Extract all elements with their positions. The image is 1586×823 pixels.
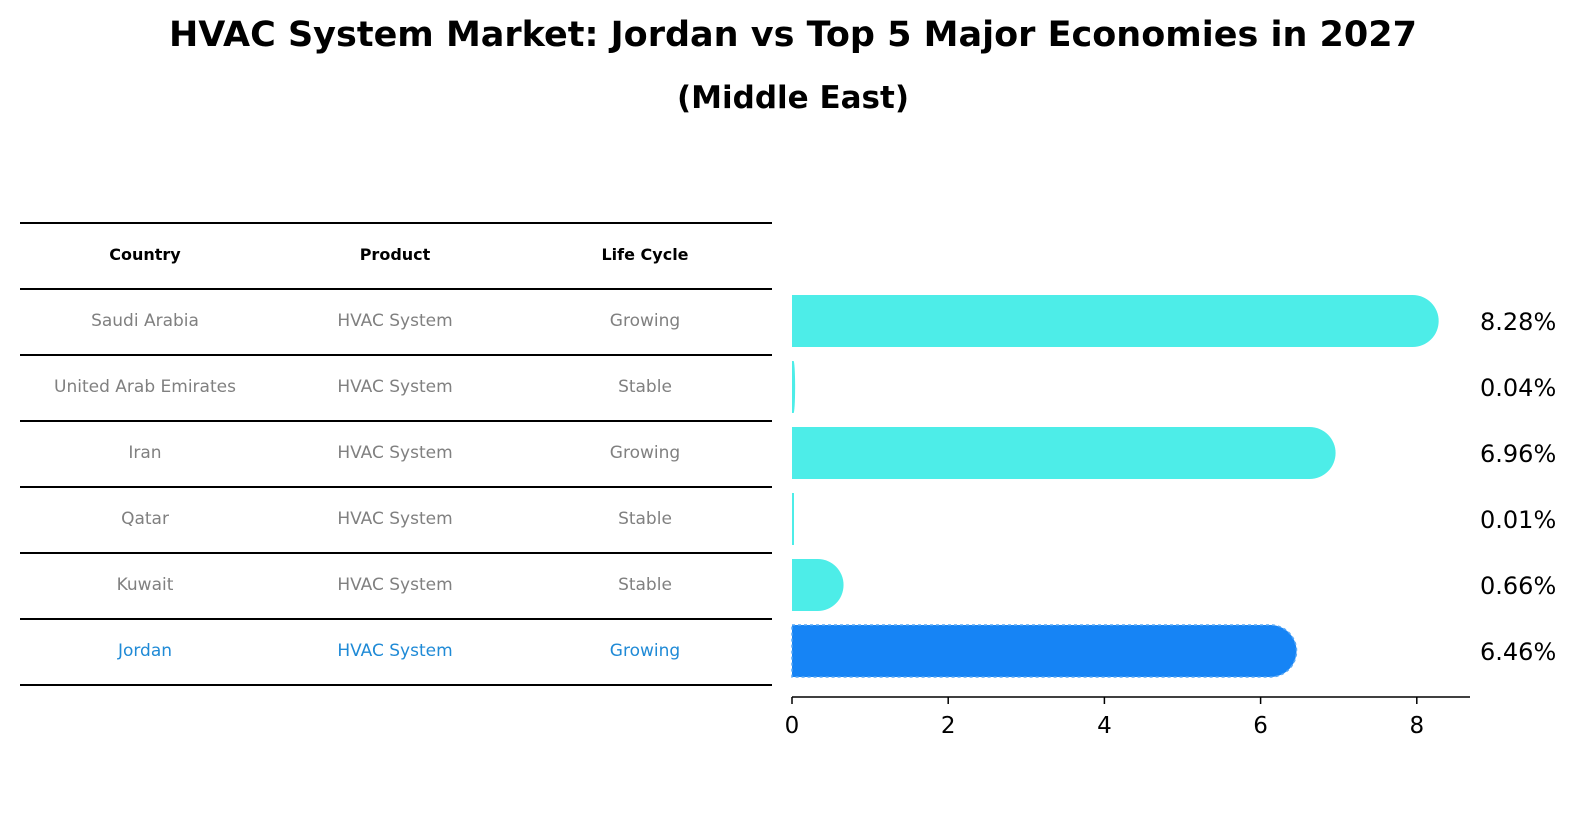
cell-country: Kuwait bbox=[116, 575, 174, 595]
cell-country: Iran bbox=[128, 443, 162, 463]
table-row-highlighted: Jordan HVAC System Growing bbox=[20, 618, 772, 684]
cell-life-cycle: Growing bbox=[609, 311, 681, 331]
table-rule bbox=[20, 354, 772, 356]
x-tick-label: 0 bbox=[785, 713, 800, 739]
x-tick-label: 4 bbox=[1097, 713, 1112, 739]
cell-product: HVAC System bbox=[337, 377, 453, 397]
table-row: Kuwait HVAC System Stable bbox=[20, 552, 772, 618]
data-label: 0.04% bbox=[1480, 374, 1556, 402]
cell-life-cycle: Stable bbox=[618, 377, 672, 397]
cell-life-cycle: Stable bbox=[618, 575, 672, 595]
table-row: United Arab Emirates HVAC System Stable bbox=[20, 354, 772, 420]
cell-country: Saudi Arabia bbox=[91, 311, 199, 331]
cell-country: Qatar bbox=[121, 509, 169, 529]
table-rule bbox=[20, 618, 772, 620]
data-label: 0.01% bbox=[1480, 506, 1556, 534]
cell-country: Jordan bbox=[117, 641, 173, 661]
bar-jordan bbox=[791, 624, 1298, 678]
cell-product: HVAC System bbox=[337, 641, 453, 661]
table-row: Iran HVAC System Growing bbox=[20, 420, 772, 486]
table-row: Qatar HVAC System Stable bbox=[20, 486, 772, 552]
cell-country: United Arab Emirates bbox=[54, 377, 236, 397]
bar-saudi-arabia bbox=[792, 295, 1439, 347]
data-label: 8.28% bbox=[1480, 308, 1556, 336]
cell-product: HVAC System bbox=[337, 509, 453, 529]
cell-product: HVAC System bbox=[337, 575, 453, 595]
table-rule bbox=[20, 684, 772, 686]
data-label: 6.96% bbox=[1480, 440, 1556, 468]
x-tick-label: 6 bbox=[1253, 713, 1268, 739]
chart-title: HVAC System Market: Jordan vs Top 5 Majo… bbox=[169, 15, 1417, 55]
data-label: 0.66% bbox=[1480, 572, 1556, 600]
cell-product: HVAC System bbox=[337, 311, 453, 331]
table-row: Saudi Arabia HVAC System Growing bbox=[20, 288, 772, 354]
table-rule bbox=[20, 420, 772, 422]
table-rule bbox=[20, 486, 772, 488]
cell-life-cycle: Stable bbox=[618, 509, 672, 529]
bar-united-arab-emirates bbox=[792, 361, 796, 413]
cell-life-cycle: Growing bbox=[609, 641, 681, 661]
data-label: 6.46% bbox=[1480, 638, 1556, 666]
bar-qatar bbox=[792, 493, 794, 545]
x-tick-label: 2 bbox=[941, 713, 956, 739]
header-country: Country bbox=[109, 245, 181, 264]
table-header-row: Country Product Life Cycle bbox=[20, 222, 772, 288]
header-life-cycle: Life Cycle bbox=[601, 245, 689, 264]
cell-product: HVAC System bbox=[337, 443, 453, 463]
table-rule bbox=[20, 222, 772, 224]
x-tick-label: 8 bbox=[1409, 713, 1424, 739]
bar-kuwait bbox=[792, 559, 844, 611]
header-product: Product bbox=[359, 245, 431, 264]
table-rule bbox=[20, 288, 772, 290]
chart-subtitle: (Middle East) bbox=[676, 80, 909, 116]
bar-iran bbox=[792, 427, 1336, 479]
table-rule bbox=[20, 552, 772, 554]
cell-life-cycle: Growing bbox=[609, 443, 681, 463]
